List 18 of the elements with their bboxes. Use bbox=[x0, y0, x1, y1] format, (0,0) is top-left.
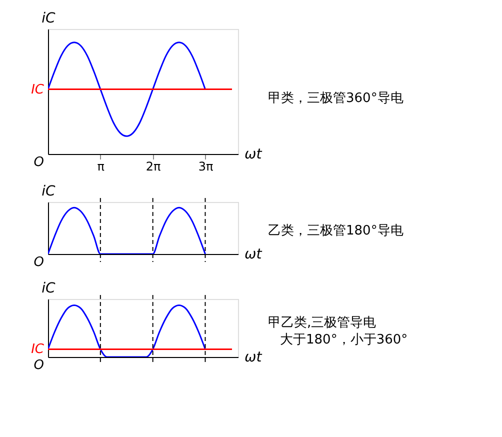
y-axis-title: iC bbox=[42, 280, 56, 296]
y-axis-title: iC bbox=[42, 184, 56, 200]
text: 甲类，三极管360°导电 bbox=[268, 90, 404, 106]
x-tick-label: 2π bbox=[146, 160, 161, 174]
x-axis-title: ωt bbox=[244, 246, 262, 262]
x-axis-title: ωt bbox=[244, 146, 262, 162]
x-tick-label: 3π bbox=[198, 160, 214, 174]
text: O bbox=[34, 255, 44, 270]
text: O bbox=[34, 155, 44, 170]
text: 乙类，三极管180°导电 bbox=[268, 224, 404, 239]
ref-line-label: IC bbox=[31, 82, 45, 98]
y-axis-title: iC bbox=[42, 10, 56, 26]
x-tick-label: π bbox=[97, 160, 105, 174]
x-axis-title: ωt bbox=[244, 350, 262, 366]
text: O bbox=[34, 358, 44, 373]
text: 甲乙类,三极管导电 bbox=[268, 315, 376, 330]
ref-line-label: IC bbox=[31, 342, 45, 358]
text: 大于180°，小于360° bbox=[280, 332, 408, 348]
